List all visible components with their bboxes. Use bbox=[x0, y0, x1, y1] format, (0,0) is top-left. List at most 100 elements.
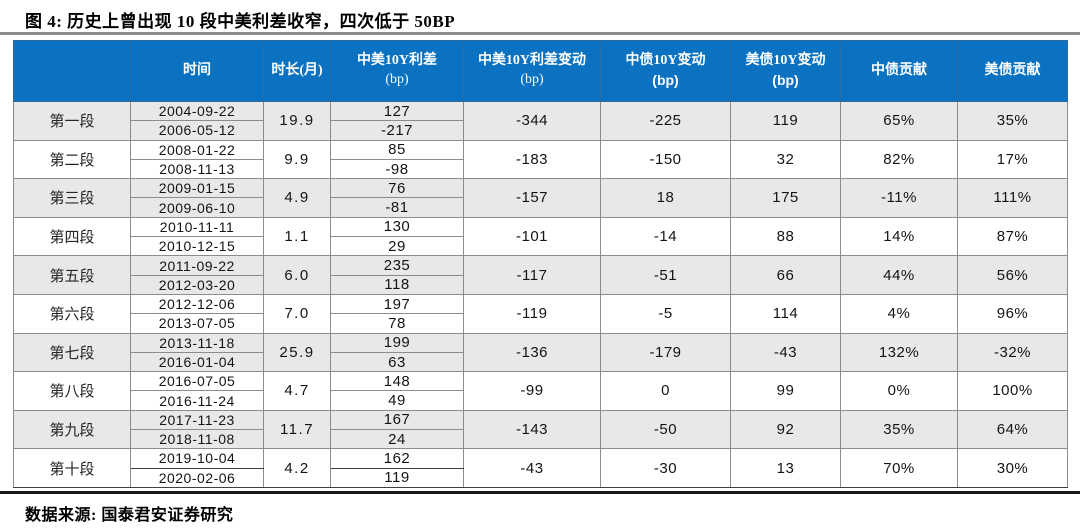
col-header-time: 时间 bbox=[130, 40, 264, 102]
segment-row: 第四段 2010-11-11 1.1 130 -101 -14 88 14% 87% bbox=[13, 216, 1068, 257]
segment-label: 第九段 bbox=[13, 409, 131, 450]
segment-date-end: 2018-11-08 bbox=[130, 429, 264, 450]
segment-date-start: 2010-11-11 bbox=[130, 216, 264, 238]
cn-bond-contribution: 70% bbox=[840, 448, 958, 488]
us-bond-10y-change: 88 bbox=[730, 216, 841, 257]
segment-duration: 4.2 bbox=[263, 448, 331, 488]
segment-date-start: 2017-11-23 bbox=[130, 409, 264, 431]
spread-change: -99 bbox=[463, 371, 601, 411]
cn-bond-contribution: 65% bbox=[840, 101, 958, 141]
segment-date-start: 2011-09-22 bbox=[130, 255, 264, 276]
data-source-note: 数据来源: 国泰君安证券研究 bbox=[25, 507, 234, 524]
cn-bond-contribution: 0% bbox=[840, 371, 958, 411]
segment-row-sub: 2020-02-06 119 bbox=[14, 467, 1068, 488]
cn-bond-10y-change: -225 bbox=[600, 101, 731, 141]
segment-label: 第六段 bbox=[13, 293, 131, 334]
us-bond-10y-change: 119 bbox=[730, 101, 841, 141]
spread-at-end: 63 bbox=[330, 351, 464, 373]
segment-row: 第一段 2004-09-22 19.9 127 -344 -225 119 65% 35% bbox=[13, 100, 1068, 141]
title-divider-rule bbox=[0, 32, 1080, 35]
cn-bond-10y-change: 0 bbox=[600, 371, 731, 411]
spread-at-end: -81 bbox=[330, 197, 464, 218]
segment-duration: 4.7 bbox=[263, 371, 331, 411]
us-bond-10y-change: 99 bbox=[730, 371, 841, 411]
cn-bond-10y-change: -14 bbox=[600, 216, 731, 257]
segment-date-start: 2004-09-22 bbox=[130, 100, 264, 122]
spread-at-start: 199 bbox=[330, 332, 464, 353]
cn-bond-contribution: -11% bbox=[840, 178, 958, 218]
segment-row: 第九段 2017-11-23 11.7 167 -143 -50 92 35% 64% bbox=[13, 409, 1068, 450]
us-bond-10y-change: 32 bbox=[730, 139, 841, 180]
segment-row: 第二段 2008-01-22 9.9 85 -183 -150 32 82% 17% bbox=[13, 139, 1068, 180]
segment-row-sub: 2013-07-05 78 bbox=[14, 313, 1068, 334]
segment-date-end: 2016-11-24 bbox=[130, 390, 264, 411]
segment-row-sub: 2012-03-20 118 bbox=[14, 274, 1068, 295]
us-bond-contribution: 30% bbox=[957, 448, 1068, 488]
segment-duration: 9.9 bbox=[263, 139, 331, 180]
cn-bond-10y-change: -30 bbox=[600, 448, 731, 488]
segment-row: 第三段 2009-01-15 4.9 76 -157 18 175 -11% 111% bbox=[13, 178, 1068, 218]
segment-date-end: 2008-11-13 bbox=[130, 158, 264, 180]
spread-at-start: 162 bbox=[330, 448, 464, 469]
segment-row-sub: 2016-11-24 49 bbox=[14, 390, 1068, 411]
spread-at-end: 29 bbox=[330, 236, 464, 257]
cn-bond-10y-change: -50 bbox=[600, 409, 731, 450]
us-bond-10y-change: 13 bbox=[730, 448, 841, 488]
us-bond-contribution: 56% bbox=[957, 255, 1068, 295]
segment-label: 第四段 bbox=[13, 216, 131, 257]
cn-bond-10y-change: 18 bbox=[600, 178, 731, 218]
segment-row-sub: 2006-05-12 -217 bbox=[14, 120, 1068, 141]
us-bond-10y-change: 92 bbox=[730, 409, 841, 450]
col-header-cn-10y-change: 中债10Y变动 (bp) bbox=[600, 40, 731, 102]
cn-bond-10y-change: -150 bbox=[600, 139, 731, 180]
segment-date-end: 2012-03-20 bbox=[130, 274, 264, 295]
spread-change: -101 bbox=[463, 216, 601, 257]
segment-date-end: 2010-12-15 bbox=[130, 236, 264, 257]
us-bond-contribution: 17% bbox=[957, 139, 1068, 180]
segment-row-sub: 2018-11-08 24 bbox=[14, 429, 1068, 450]
segment-row: 第八段 2016-07-05 4.7 148 -99 0 99 0% 100% bbox=[13, 371, 1068, 411]
segment-duration: 19.9 bbox=[263, 101, 331, 141]
spread-change: -344 bbox=[463, 101, 601, 141]
spread-change: -136 bbox=[463, 332, 601, 373]
segment-label: 第八段 bbox=[13, 371, 131, 411]
col-header-us-contribution: 美债贡献 bbox=[957, 40, 1068, 102]
spread-change: -117 bbox=[463, 255, 601, 295]
segment-date-end: 2020-02-06 bbox=[130, 467, 264, 488]
segment-duration: 6.0 bbox=[263, 255, 331, 295]
us-bond-contribution: 96% bbox=[957, 293, 1068, 334]
spread-at-start: 76 bbox=[330, 178, 464, 199]
spread-at-start: 197 bbox=[330, 293, 464, 315]
spread-at-end: 118 bbox=[330, 274, 464, 295]
spread-at-end: -98 bbox=[330, 158, 464, 180]
segment-row: 第十段 2019-10-04 4.2 162 -43 -30 13 70% 30% bbox=[13, 448, 1068, 488]
col-header-segment bbox=[13, 40, 131, 102]
us-bond-10y-change: 114 bbox=[730, 293, 841, 334]
us-bond-contribution: 100% bbox=[957, 371, 1068, 411]
segment-label: 第五段 bbox=[13, 255, 131, 295]
spread-at-start: 130 bbox=[330, 216, 464, 238]
segment-duration: 11.7 bbox=[263, 409, 331, 450]
us-bond-10y-change: 175 bbox=[730, 178, 841, 218]
us-bond-contribution: 35% bbox=[957, 101, 1068, 141]
segment-row-sub: 2009-06-10 -81 bbox=[14, 197, 1068, 218]
spread-at-end: 24 bbox=[330, 429, 464, 450]
segment-row-sub: 2008-11-13 -98 bbox=[14, 158, 1068, 180]
spread-change: -119 bbox=[463, 293, 601, 334]
segment-label: 第三段 bbox=[13, 178, 131, 218]
cn-bond-10y-change: -51 bbox=[600, 255, 731, 295]
segment-date-start: 2009-01-15 bbox=[130, 178, 264, 199]
segment-date-start: 2019-10-04 bbox=[130, 448, 264, 469]
us-bond-contribution: 64% bbox=[957, 409, 1068, 450]
col-header-cn-us-10y-spread: 中美10Y利差 (bp) bbox=[330, 40, 464, 102]
spread-at-end: -217 bbox=[330, 120, 464, 141]
segment-label: 第十段 bbox=[13, 448, 131, 488]
cn-bond-contribution: 4% bbox=[840, 293, 958, 334]
spread-at-start: 85 bbox=[330, 139, 464, 160]
spread-at-start: 167 bbox=[330, 409, 464, 431]
cn-us-spread-table: 时间 时长(月) 中美10Y利差 (bp) 中美10Y利差变动 (bp) 中债10Y… bbox=[13, 40, 1068, 488]
col-header-spread-change: 中美10Y利差变动 (bp) bbox=[463, 40, 601, 102]
segment-date-start: 2016-07-05 bbox=[130, 371, 264, 392]
col-header-cn-contribution: 中债贡献 bbox=[840, 40, 958, 102]
segment-label: 第一段 bbox=[13, 101, 131, 141]
